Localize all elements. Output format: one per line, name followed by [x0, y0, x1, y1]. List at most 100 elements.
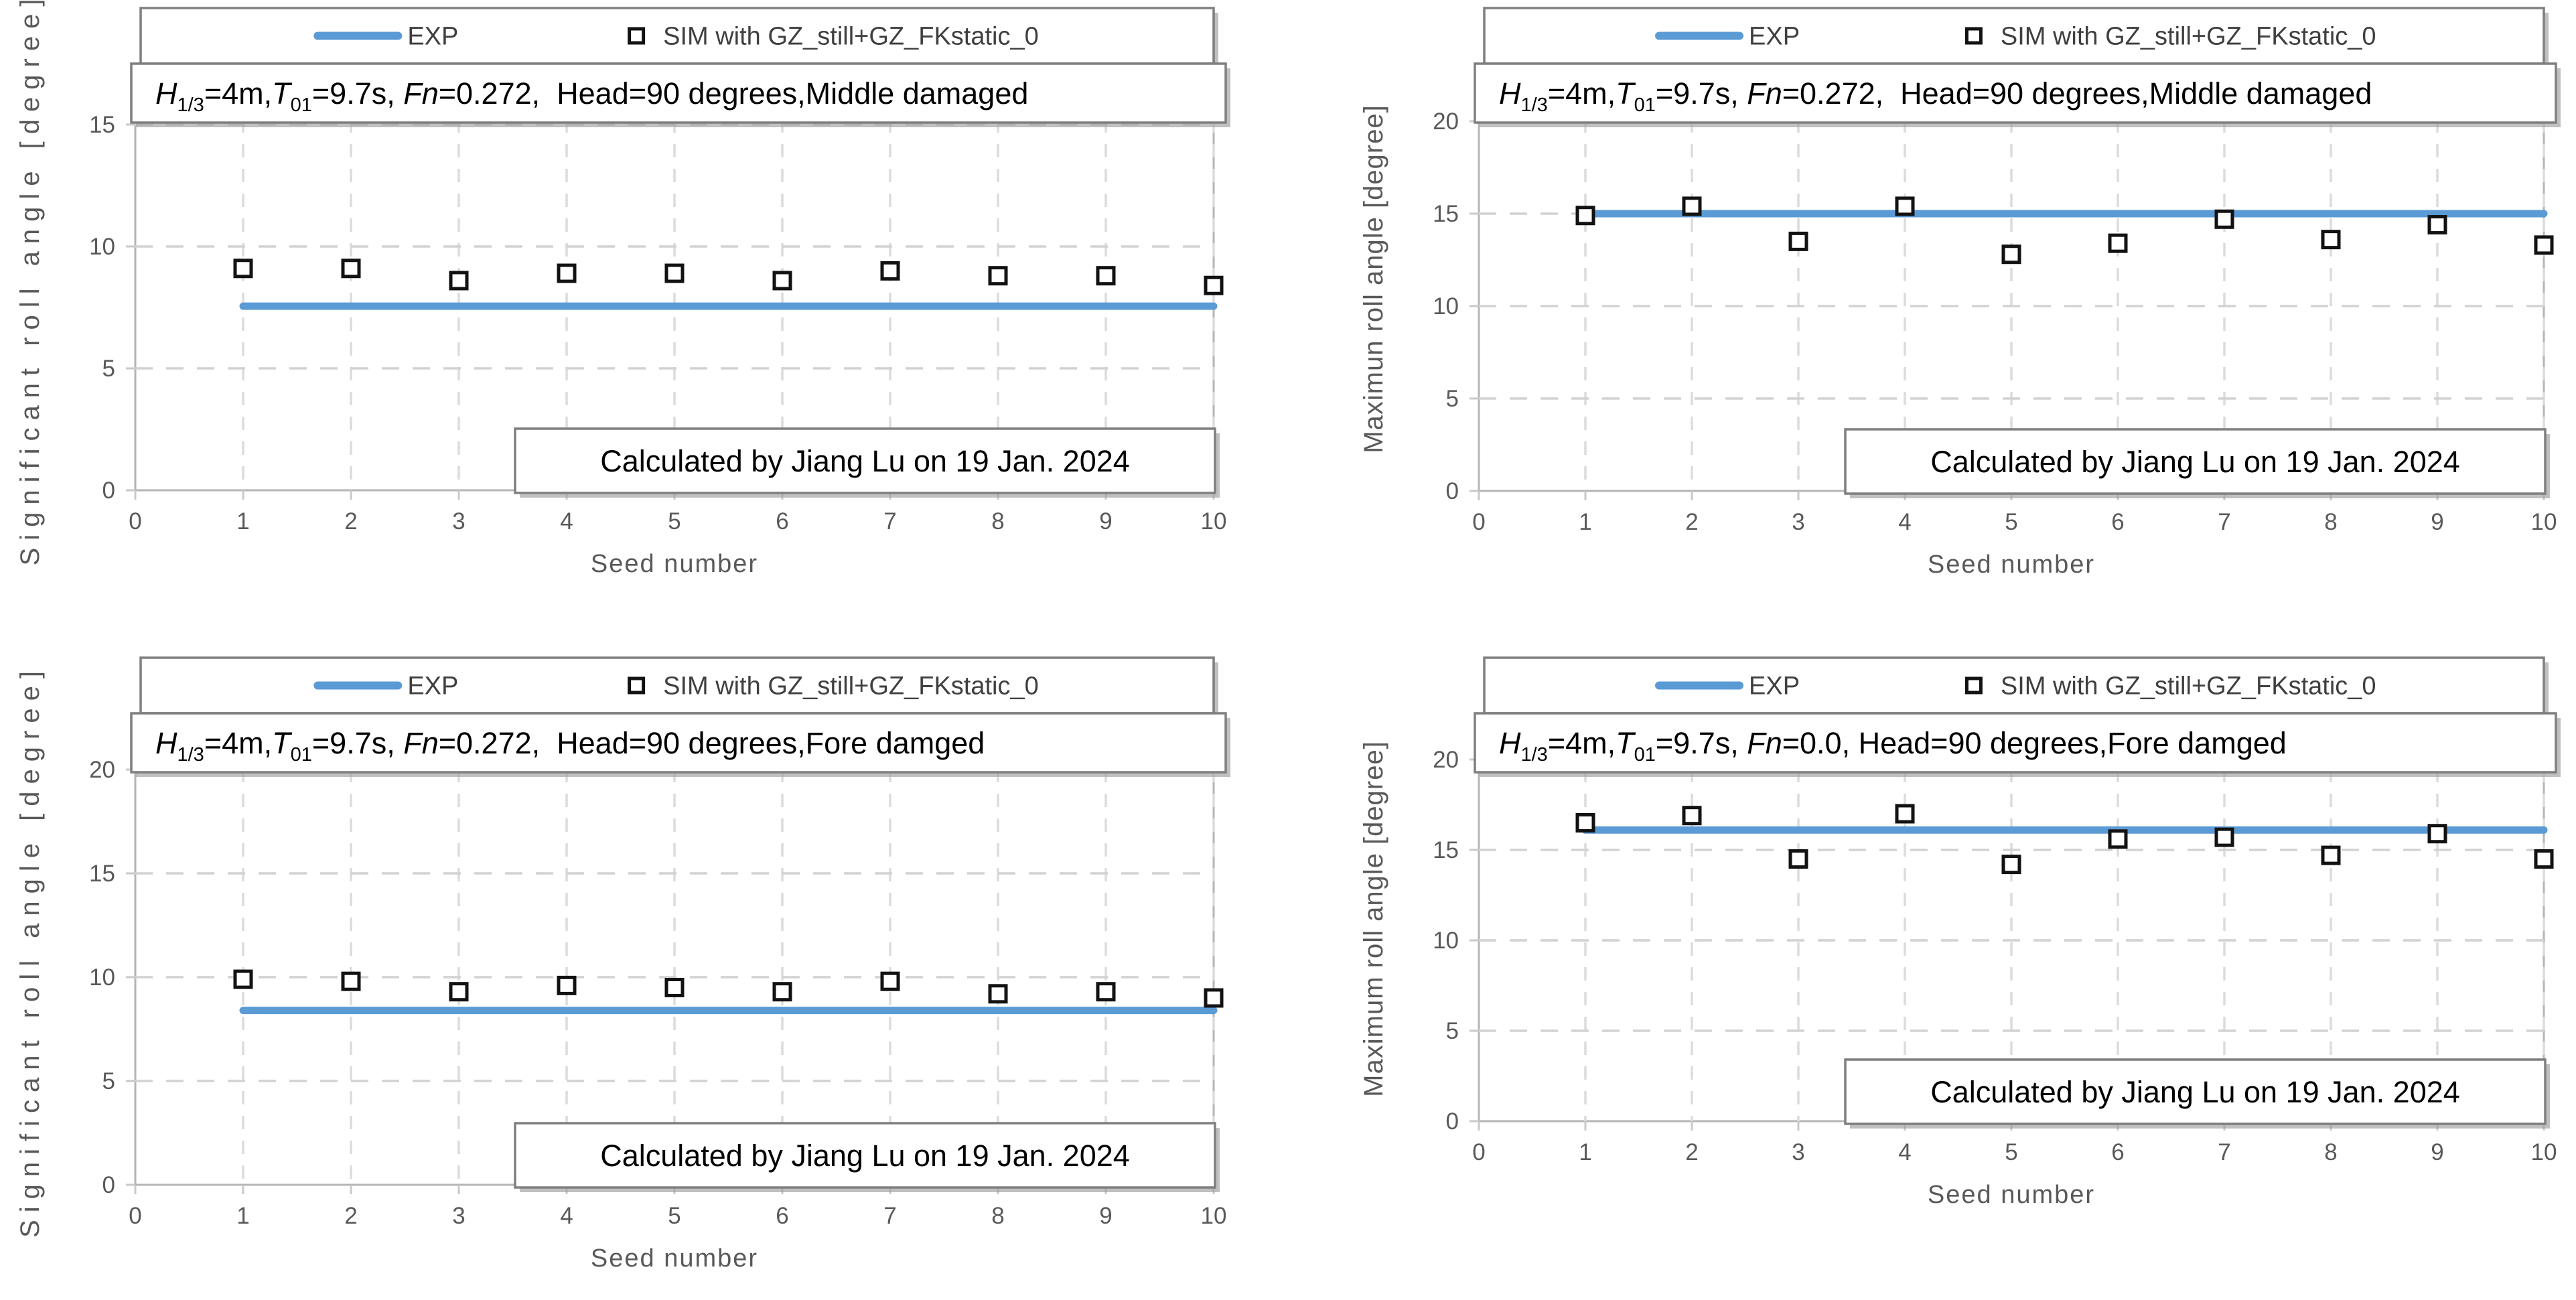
x-tick-label-1: 1 — [236, 1203, 249, 1229]
sim-marker-seed-6 — [2108, 829, 2128, 849]
y-tick-label-15: 15 — [89, 112, 115, 138]
x-tick-label-10: 10 — [1201, 508, 1227, 534]
sim-marker-seed-7 — [2214, 827, 2234, 847]
x-tick-label-3: 3 — [1792, 1139, 1804, 1165]
annotation-box — [514, 1122, 1216, 1189]
x-tick-label-3: 3 — [452, 508, 465, 534]
sim-marker-seed-7 — [880, 261, 900, 281]
sim-marker-seed-2 — [1682, 806, 1702, 826]
x-tick-label-10: 10 — [2531, 1139, 2557, 1165]
y-tick-label-5: 5 — [1446, 1018, 1459, 1044]
x-tick-label-9: 9 — [1099, 1203, 1112, 1229]
sim-marker-seed-10 — [1204, 275, 1224, 295]
sim-marker-seed-5 — [2001, 855, 2021, 875]
sim-marker-seed-2 — [341, 259, 361, 279]
x-tick-label-5: 5 — [668, 1203, 681, 1229]
sim-marker-seed-10 — [1204, 988, 1224, 1008]
x-tick-label-6: 6 — [776, 1203, 788, 1229]
annotation-box — [1844, 1058, 2547, 1125]
x-axis-label: Seed number — [591, 550, 758, 578]
condition-text: H1/3=4m,T01=9.7s, Fn=0.0, Head=90 degree… — [1499, 726, 2287, 766]
x-tick-label-10: 10 — [2531, 509, 2557, 535]
x-tick-label-7: 7 — [2218, 509, 2230, 535]
x-tick-label-3: 3 — [1792, 509, 1804, 535]
sim-marker-seed-8 — [2321, 230, 2341, 250]
annotation-text: Calculated by Jiang Lu on 19 Jan. 2024 — [1930, 1075, 2460, 1109]
y-tick-label-0: 0 — [1446, 1108, 1459, 1135]
sim-marker-seed-2 — [341, 971, 361, 991]
chart-svg-bottom-right: 0 5 10 15 20 0 1 2 3 4 5 6 7 8 9 10 Seed number Maximum r… — [1359, 656, 2561, 1209]
x-axis-label: Seed number — [1928, 551, 2095, 579]
sim-marker-seed-9 — [1096, 982, 1116, 1002]
x-tick-label-5: 5 — [668, 508, 681, 534]
chart-significant-roll-fore-damaged: 0 5 10 15 20 0 1 2 3 4 5 6 7 8 9 10 Seed number Significa… — [0, 650, 1288, 1300]
legend-sim-marker-icon — [628, 27, 646, 45]
sim-marker-seed-7 — [2214, 209, 2234, 229]
sim-marker-seed-9 — [1096, 266, 1116, 286]
chart-significant-roll-middle-damaged: 0 5 10 15 0 1 2 3 4 5 6 7 8 9 10 Seed number Significant… — [0, 0, 1288, 650]
legend-exp-label: EXP — [407, 672, 458, 701]
y-tick-label-15: 15 — [89, 861, 115, 887]
sim-marker-seed-4 — [557, 263, 577, 283]
y-axis-label: Significant roll angle [degree] — [15, 664, 45, 1238]
y-axis-label: Maximum roll angle [degree] — [1359, 741, 1388, 1097]
x-tick-label-5: 5 — [2005, 509, 2017, 535]
x-axis-label: Seed number — [1928, 1181, 2095, 1209]
x-tick-label-0: 0 — [1472, 509, 1485, 535]
x-tick-label-5: 5 — [2005, 1139, 2017, 1165]
y-tick-label-10: 10 — [89, 964, 115, 991]
legend-sim-label: SIM with GZ_still+GZ_FKstatic_0 — [2001, 672, 2376, 701]
x-tick-label-4: 4 — [560, 508, 573, 534]
legend-sim-label: SIM with GZ_still+GZ_FKstatic_0 — [2001, 23, 2376, 51]
y-tick-label-0: 0 — [1446, 478, 1459, 504]
y-tick-label-10: 10 — [1433, 293, 1459, 319]
x-tick-label-1: 1 — [1579, 509, 1591, 535]
y-tick-label-10: 10 — [1433, 928, 1459, 954]
y-tick-label-5: 5 — [102, 1068, 115, 1094]
sim-marker-seed-5 — [664, 978, 685, 997]
sim-marker-seed-5 — [2001, 244, 2021, 265]
x-tick-label-1: 1 — [1579, 1139, 1591, 1165]
x-tick-label-10: 10 — [1201, 1203, 1227, 1229]
sim-marker-seed-3 — [1788, 849, 1808, 869]
sim-marker-seed-8 — [2321, 845, 2341, 865]
chart-maximun-roll-middle-damaged: 0 5 10 15 20 0 1 2 3 4 5 6 7 8 9 10 Seed number Maximun r… — [1288, 0, 2576, 650]
x-tick-label-4: 4 — [1898, 509, 1911, 535]
x-tick-label-0: 0 — [129, 508, 141, 534]
sim-marker-seed-4 — [1895, 804, 1915, 824]
condition-box — [130, 62, 1227, 124]
x-tick-label-8: 8 — [2324, 1139, 2337, 1165]
x-tick-label-9: 9 — [1099, 508, 1112, 534]
sim-marker-seed-2 — [1682, 196, 1702, 216]
condition-box — [130, 712, 1227, 774]
chart-svg-bottom-left: 0 5 10 15 20 0 1 2 3 4 5 6 7 8 9 10 Seed number Significa… — [15, 656, 1230, 1273]
y-tick-label-0: 0 — [102, 478, 115, 504]
y-tick-label-20: 20 — [89, 757, 115, 783]
sim-marker-seed-7 — [880, 971, 900, 991]
x-tick-label-2: 2 — [344, 508, 357, 534]
sim-marker-seed-9 — [2427, 215, 2447, 235]
sim-marker-seed-9 — [2427, 824, 2447, 844]
chart-maximum-roll-fore-damaged: 0 5 10 15 20 0 1 2 3 4 5 6 7 8 9 10 Seed number Maximum r… — [1288, 650, 2576, 1300]
sim-marker-seed-3 — [449, 271, 469, 291]
x-tick-label-8: 8 — [991, 1203, 1004, 1229]
sim-marker-seed-3 — [449, 982, 469, 1002]
x-tick-label-9: 9 — [2431, 509, 2443, 535]
x-tick-label-0: 0 — [129, 1203, 141, 1229]
annotation-box — [514, 427, 1216, 494]
x-tick-label-1: 1 — [236, 508, 249, 534]
y-axis-label: Significant roll angle [degree] — [15, 0, 45, 565]
x-tick-label-8: 8 — [2324, 509, 2337, 535]
sim-marker-seed-1 — [1575, 206, 1595, 226]
y-axis-label: Maximun roll angle [degree] — [1359, 104, 1388, 453]
x-tick-label-2: 2 — [1685, 1139, 1698, 1165]
sim-marker-seed-6 — [772, 982, 792, 1002]
x-tick-label-0: 0 — [1472, 1139, 1485, 1165]
x-tick-label-2: 2 — [344, 1203, 357, 1229]
legend-sim-label: SIM with GZ_still+GZ_FKstatic_0 — [663, 672, 1039, 701]
x-tick-label-8: 8 — [991, 508, 1004, 534]
y-tick-label-20: 20 — [1433, 109, 1459, 135]
x-tick-label-7: 7 — [883, 1203, 896, 1229]
legend-sim-label: SIM with GZ_still+GZ_FKstatic_0 — [663, 23, 1039, 51]
